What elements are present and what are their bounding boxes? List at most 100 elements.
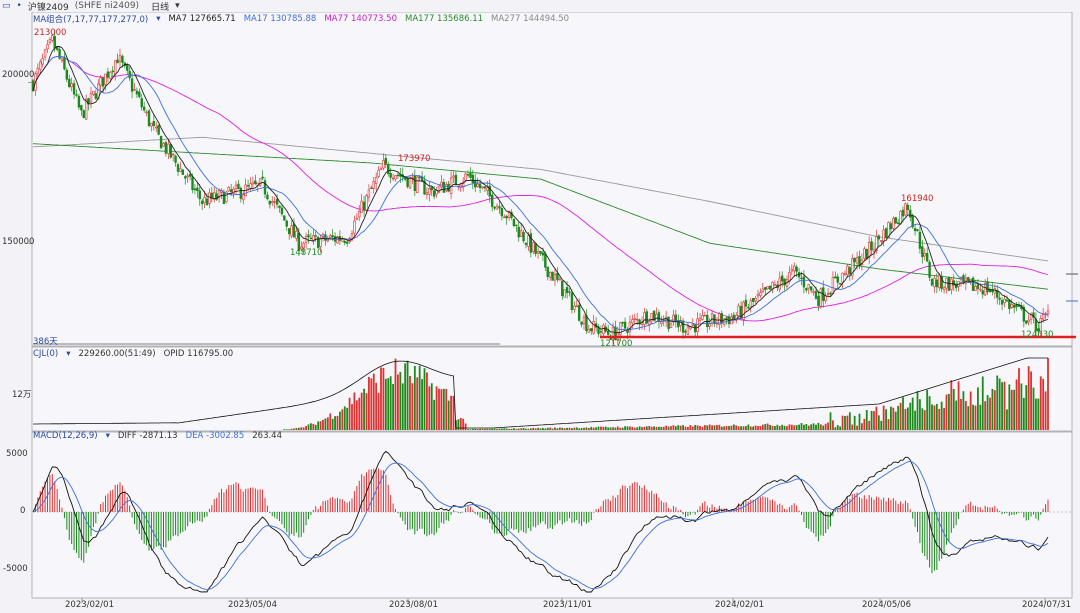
- candle-body: [732, 314, 736, 319]
- oi-bar: [471, 428, 474, 430]
- window-icon[interactable]: ▭: [2, 1, 11, 11]
- oi-bar: [406, 360, 409, 430]
- oi-bar: [351, 404, 353, 430]
- oi-bar: [713, 425, 716, 430]
- candle-body: [817, 295, 820, 307]
- candle-body: [1012, 304, 1016, 308]
- oi-bar: [653, 426, 655, 430]
- chart-area[interactable]: MA组合(7,17,77,177,277,0) ▾ MA7 127665.71 …: [0, 11, 1080, 610]
- candle-body: [991, 289, 994, 293]
- oi-bar: [440, 389, 443, 430]
- oi-bar: [819, 424, 822, 430]
- oi-bar: [935, 403, 938, 430]
- macd-value: 263.44: [252, 431, 282, 441]
- oi-bar: [616, 426, 619, 430]
- candle-body: [1010, 303, 1013, 308]
- oi-bar: [479, 428, 481, 430]
- candle-body: [925, 253, 929, 262]
- oi-bar: [703, 425, 706, 430]
- candle-body: [701, 315, 704, 320]
- oi-bar: [498, 428, 501, 430]
- candle-body: [394, 175, 397, 180]
- candle-body: [768, 285, 772, 290]
- candle-body: [374, 177, 378, 184]
- candle-body: [517, 226, 520, 238]
- oi-bar: [902, 397, 904, 430]
- chevron-down-icon[interactable]: ▾: [66, 349, 71, 359]
- candle-body: [836, 276, 839, 283]
- oi-bar: [812, 423, 815, 430]
- oi-bar: [853, 415, 856, 430]
- candle-body: [445, 184, 448, 192]
- ma-group-label[interactable]: MA组合(7,17,77,177,277,0): [33, 15, 149, 25]
- oi-bar: [491, 428, 494, 430]
- oi-bar: [851, 424, 854, 430]
- oi-bar: [597, 426, 600, 430]
- oi-bar: [527, 428, 530, 430]
- candle-body: [365, 195, 368, 211]
- candle-body: [904, 203, 907, 216]
- candle-body: [70, 83, 73, 88]
- candle-body: [981, 290, 984, 295]
- candle-body: [65, 69, 69, 80]
- oi-bar: [708, 424, 711, 430]
- candle-body: [534, 243, 537, 255]
- oi-bar: [979, 404, 982, 430]
- oi-bar: [433, 399, 436, 430]
- period-selector[interactable]: 日线: [151, 2, 170, 13]
- oi-bar: [1042, 378, 1045, 430]
- oi-bar: [317, 421, 320, 430]
- candle-body: [749, 300, 752, 308]
- chevron-down-icon[interactable]: ▾: [175, 1, 180, 11]
- oi-bar: [457, 419, 460, 430]
- oi-bar: [848, 412, 851, 430]
- oi-bar: [670, 426, 672, 430]
- candle-body: [493, 206, 496, 209]
- candle-body: [46, 44, 49, 50]
- macd-label[interactable]: MACD(12,26,9): [33, 431, 98, 441]
- x-label-2023-11-01: 2023/11/01: [543, 600, 592, 610]
- cjl-label[interactable]: CJL(0): [33, 349, 59, 359]
- candle-body: [771, 282, 774, 290]
- candle-body: [522, 232, 525, 242]
- candle-body: [998, 297, 1001, 300]
- oi-bar: [331, 418, 334, 430]
- candle-body: [805, 288, 808, 291]
- candle-body: [142, 106, 146, 111]
- oi-bar: [718, 424, 721, 430]
- oi-bar: [384, 378, 387, 430]
- annotation-high-173970: 173970: [398, 154, 431, 164]
- chart-canvas[interactable]: [0, 11, 1080, 610]
- candle-body: [544, 253, 547, 268]
- candle-body: [894, 217, 897, 224]
- candle-body: [916, 229, 919, 232]
- candle-body: [408, 177, 412, 189]
- candle-body: [225, 191, 228, 203]
- oi-bar: [865, 410, 868, 430]
- oi-bar: [757, 426, 759, 430]
- candle-body: [128, 70, 131, 79]
- ma177-value: MA177 135686.11: [404, 14, 484, 24]
- oi-bar: [513, 428, 515, 430]
- oi-bar: [534, 428, 537, 430]
- oi-bar: [612, 427, 614, 430]
- oi-bar: [689, 425, 692, 430]
- chevron-down-icon[interactable]: ▾: [156, 14, 161, 24]
- oi-bar: [730, 425, 733, 430]
- candle-body: [761, 288, 765, 292]
- oi-bar: [283, 429, 286, 430]
- oi-bar: [544, 428, 547, 430]
- candle-body: [68, 78, 71, 87]
- candle-body: [631, 319, 634, 324]
- oi-bar: [1022, 397, 1025, 430]
- oi-bar: [906, 407, 909, 430]
- oi-bar: [365, 393, 368, 430]
- candle-body: [150, 123, 153, 127]
- oi-bar: [421, 379, 423, 430]
- candle-body: [333, 236, 337, 242]
- oi-bar: [899, 402, 902, 430]
- candle-body: [147, 110, 151, 127]
- symbol-title[interactable]: 沪镍2409: [27, 2, 69, 13]
- oi-bar: [815, 424, 817, 430]
- chevron-down-icon[interactable]: ▾: [105, 431, 110, 441]
